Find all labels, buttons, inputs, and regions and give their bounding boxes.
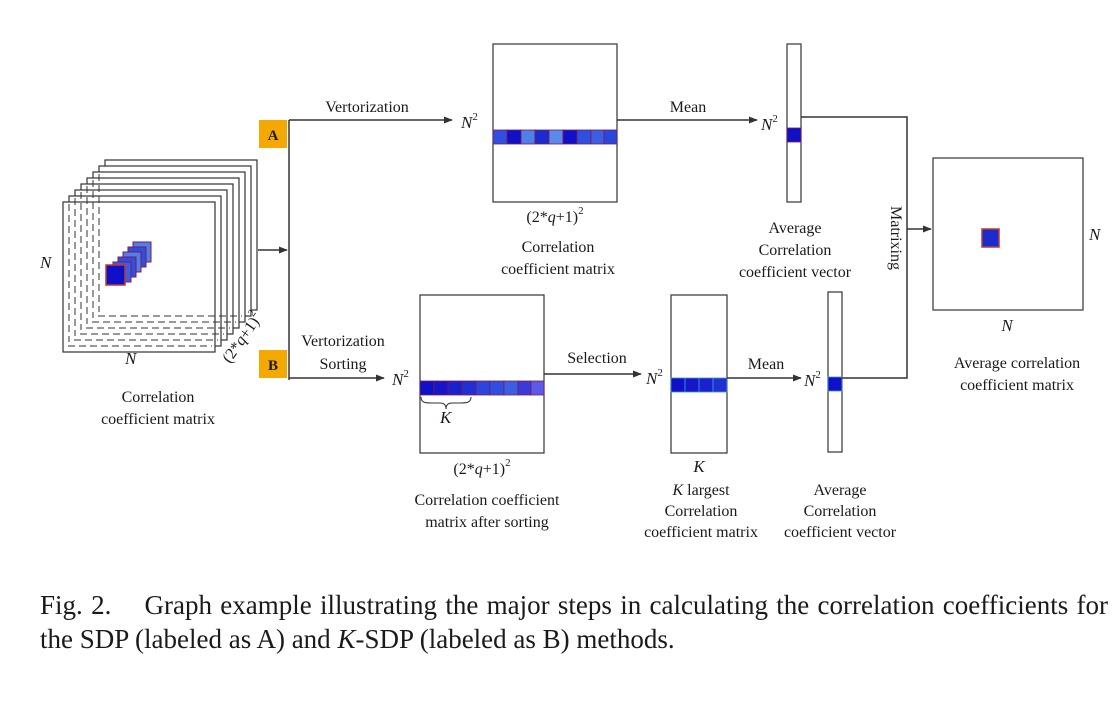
matrixing-label: Matrixing [887,206,904,270]
corr-matrix-a [492,43,618,203]
avg-vector-b-cell [827,376,843,392]
output-n-right: N [1088,225,1102,244]
corr-a-caption-line2: coefficient matrix [501,261,615,278]
svg-text:B: B [268,358,278,374]
input-caption-line2: coefficient matrix [101,411,215,428]
output-cell [981,228,1000,248]
input-n-bottom: N [124,349,138,368]
output-section: Matrixing N N Average correlation coeffi… [887,157,1102,394]
figure-caption-k: K [337,624,356,654]
a-n2-label: N2 [460,111,478,132]
avg-vec-a-caption-line3: coefficient vector [739,264,852,281]
corr-row-b-sorted [419,380,545,396]
sorting-label: Sorting [319,356,366,373]
avg-vector-a [786,43,802,203]
badge-a: A [259,120,287,148]
k-largest-row [670,377,728,393]
output-n-bottom: N [1000,316,1014,335]
k-largest-caption-line2: Correlation [665,503,738,520]
figure-caption: Fig. 2. Graph example illustrating the m… [40,588,1108,656]
input-n-left: N [39,253,53,272]
corr-matrix-b-sorted [419,294,545,454]
corr-b-caption-line2: matrix after sorting [425,514,549,531]
corr-a-caption-line1: Correlation [522,239,595,256]
vectorization-b-label: Vertorization [301,333,385,350]
vectorization-label: Vertorization [325,99,409,116]
avg-vector-a-cell [786,127,802,143]
output-caption-line1: Average correlation [954,355,1080,372]
path-a: Vertorization N2 (2*q+1)2 Correlation co… [289,43,908,281]
a-mean-n2-label: N2 [760,113,778,134]
selection-label: Selection [567,350,627,367]
k-brace-label: K [439,408,453,427]
corr-b-width-label: (2*q+1)2 [453,457,510,478]
badge-b: B [259,350,287,378]
avg-vector-b [827,291,843,453]
avg-vec-a-caption-line1: Average [769,220,822,237]
output-caption-line2: coefficient matrix [960,377,1074,394]
mean-label-b: Mean [748,356,784,373]
path-b: Vertorization Sorting N2 K (2*q+1)2 Corr… [289,229,908,541]
figure-caption-prefix: Fig. 2. [40,590,112,620]
split-connector [258,120,290,380]
figure-caption-text2: -SDP (labeled as B) methods. [355,624,675,654]
k-largest-width-label: K [692,457,706,476]
corr-a-width-label: (2*q+1)2 [526,205,583,226]
b-mean-n2-label: N2 [803,369,821,390]
avg-vec-b-caption-line2: Correlation [804,503,877,520]
avg-vec-a-caption-line2: Correlation [759,242,832,259]
avg-vec-b-caption-line3: coefficient vector [784,524,897,541]
output-matrix [932,157,1084,311]
corr-b-caption-line1: Correlation coefficient [415,492,561,509]
method-diagram: N N (2*q+1)2 Correlation coefficient mat… [39,43,1102,541]
avg-vec-b-caption-line1: Average [814,482,867,499]
input-matrix-stack: N N (2*q+1)2 Correlation coefficient mat… [39,159,263,428]
input-caption-line1: Correlation [122,389,195,406]
k-largest-matrix [670,294,728,454]
k-largest-caption-line1: K largest [671,482,730,499]
b-n2-label: N2 [391,368,409,389]
k-largest-caption-line3: coefficient matrix [644,524,758,541]
svg-text:A: A [268,128,279,144]
selection-n2-label: N2 [645,367,663,388]
input-cell-stack [105,241,152,286]
corr-row-a [492,129,618,145]
k-brace [420,396,472,410]
mean-label-a: Mean [670,99,706,116]
figure-caption-text1: Graph example illustrating the major ste… [40,590,1108,654]
